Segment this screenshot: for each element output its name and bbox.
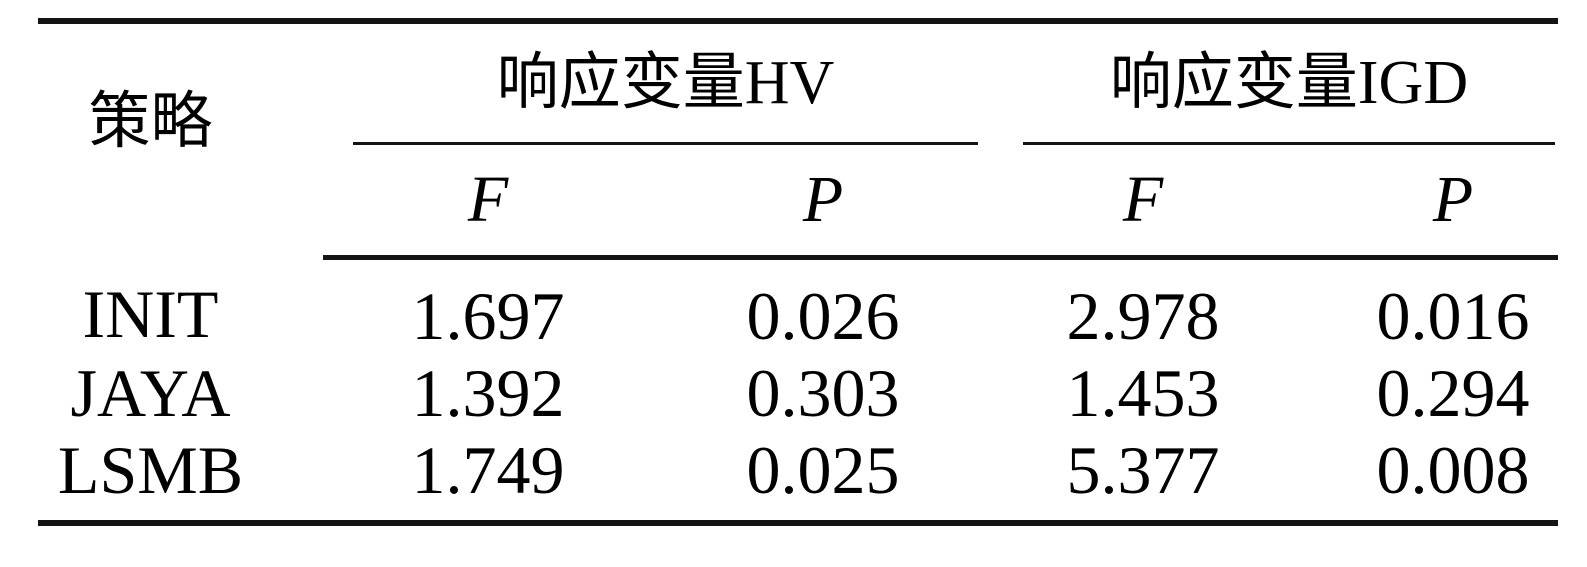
value-cell-hv-f: 1.392 xyxy=(411,354,565,431)
value-cell-igd-f: 1.453 xyxy=(1066,354,1220,431)
value-cell-igd-f: 5.377 xyxy=(1066,431,1220,508)
value-cell-hv-p: 0.025 xyxy=(746,431,900,508)
group-header-igd: 响应变量IGD xyxy=(993,21,1558,145)
value-cell-igd-f: 2.978 xyxy=(1066,277,1220,354)
column-header-igd-f: F xyxy=(993,145,1293,260)
value-cell-igd-p: 0.016 xyxy=(1376,277,1530,354)
column-header-igd-p: P xyxy=(1293,145,1559,260)
anova-results-table: 策略 响应变量HV 响应变量IGD F P F P INIT 1.697 0.0… xyxy=(38,18,1559,526)
value-cell-hv-f: 1.749 xyxy=(411,431,565,508)
table-body: INIT 1.697 0.026 2.978 0.016 JAYA 1.392 … xyxy=(38,257,1558,523)
strategy-cell: LSMB xyxy=(57,431,244,508)
group-header-row: 策略 响应变量HV 响应变量IGD xyxy=(38,21,1558,153)
column-header-hv-p: P xyxy=(653,145,993,260)
group-header-hv: 响应变量HV xyxy=(323,21,993,145)
table-header: 策略 响应变量HV 响应变量IGD F P F P xyxy=(38,21,1559,260)
table-row-jaya: JAYA 1.392 0.303 1.453 0.294 xyxy=(38,350,1558,436)
column-header-hv-f: F xyxy=(323,145,653,260)
value-cell-hv-p: 0.026 xyxy=(746,277,900,354)
table-row-init: INIT 1.697 0.026 2.978 0.016 xyxy=(38,257,1558,350)
strategy-cell: INIT xyxy=(82,276,219,353)
value-cell-hv-p: 0.303 xyxy=(746,354,900,431)
group-header-igd-label: 响应变量IGD xyxy=(1023,52,1556,145)
value-cell-hv-f: 1.697 xyxy=(411,277,565,354)
group-header-hv-label: 响应变量HV xyxy=(353,52,978,145)
value-cell-igd-p: 0.294 xyxy=(1376,354,1530,431)
value-cell-igd-p: 0.008 xyxy=(1376,431,1530,508)
sub-header-row: F P F P xyxy=(38,145,1559,260)
column-header-strategy: 策略 xyxy=(88,87,213,156)
strategy-cell: JAYA xyxy=(70,354,231,431)
table-row-lsmb: LSMB 1.749 0.025 5.377 0.008 xyxy=(38,436,1558,523)
